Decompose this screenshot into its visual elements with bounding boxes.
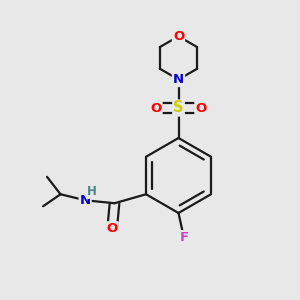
- Text: N: N: [173, 73, 184, 86]
- Text: O: O: [195, 101, 207, 115]
- Text: O: O: [150, 101, 162, 115]
- Text: O: O: [173, 30, 184, 43]
- Text: H: H: [87, 185, 97, 198]
- Text: O: O: [106, 222, 118, 235]
- Text: F: F: [179, 231, 188, 244]
- Text: S: S: [173, 100, 184, 116]
- Text: N: N: [80, 194, 91, 207]
- Text: N: N: [173, 73, 184, 86]
